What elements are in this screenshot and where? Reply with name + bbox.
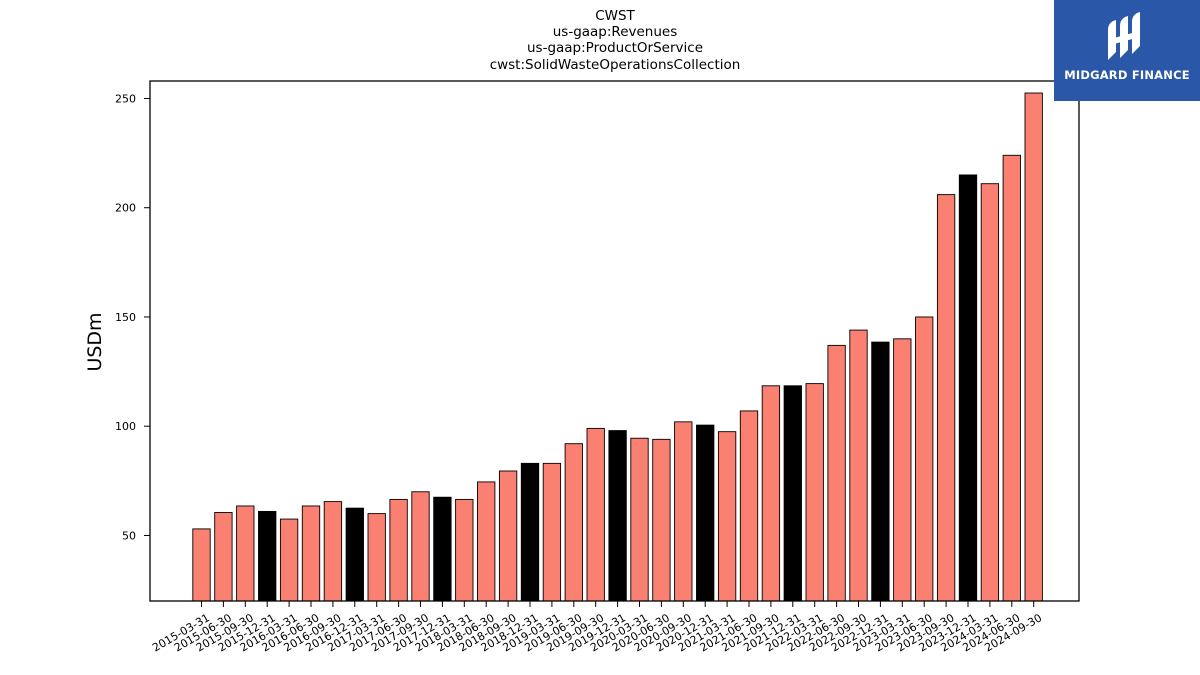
bar-2024-06-30 xyxy=(1002,154,1021,602)
bar-2015-12-31 xyxy=(258,510,277,602)
bar-2020-03-31 xyxy=(630,437,649,602)
bar-2018-03-31 xyxy=(455,498,474,602)
brand-logo: MIDGARD FINANCE xyxy=(1054,0,1200,101)
y-tick-label: 100 xyxy=(115,420,136,433)
chart-title-line-1: CWST xyxy=(595,8,635,24)
bar-2021-09-30 xyxy=(761,385,781,602)
chart-title-line-4: cwst:SolidWasteOperationsCollection xyxy=(490,57,741,73)
bar-2022-03-31 xyxy=(805,383,824,602)
midgard-logo-icon xyxy=(1108,12,1140,60)
bar-2015-09-30 xyxy=(236,505,255,602)
chart-title-line-3: us-gaap:ProductOrService xyxy=(527,40,703,56)
bar-2022-12-31 xyxy=(871,341,890,602)
bar-2018-12-31 xyxy=(520,462,540,602)
bar-2018-09-30 xyxy=(498,470,518,602)
bar-2017-06-30 xyxy=(389,498,408,602)
bar-2017-12-31 xyxy=(433,496,452,602)
bar-2020-06-30 xyxy=(652,438,671,602)
bar-2015-03-31 xyxy=(192,528,211,602)
bar-2021-06-30 xyxy=(739,410,759,602)
chart-title: CWST us-gaap:Revenues us-gaap:ProductOrS… xyxy=(490,8,741,73)
bar-2019-12-31 xyxy=(608,430,627,602)
bar-2019-06-30 xyxy=(564,443,583,602)
plot-area-frame xyxy=(149,80,1080,602)
bar-2016-03-31 xyxy=(279,518,299,602)
bar-2024-03-31 xyxy=(980,183,1000,602)
bar-2020-09-30 xyxy=(674,421,693,602)
y-axis-ticks: 50 100 150 200 250 xyxy=(115,92,150,542)
y-tick-label: 250 xyxy=(115,92,136,105)
bar-series xyxy=(192,92,1043,602)
y-axis-label: USDm xyxy=(84,312,106,371)
bar-2021-12-31 xyxy=(783,385,802,602)
bar-2023-06-30 xyxy=(915,316,934,602)
bar-2019-09-30 xyxy=(586,427,605,602)
bar-2016-09-30 xyxy=(323,501,343,602)
bar-2016-06-30 xyxy=(301,505,321,602)
bar-2023-03-31 xyxy=(893,338,912,602)
y-tick-label: 200 xyxy=(115,202,136,215)
bar-2015-06-30 xyxy=(214,512,233,602)
x-axis-ticks: 2015-03-312015-06-302015-09-302015-12-31… xyxy=(150,601,1044,654)
bar-2023-09-30 xyxy=(936,194,956,602)
bar-2016-12-31 xyxy=(345,507,364,602)
bar-2022-06-30 xyxy=(827,344,846,602)
bar-2020-12-31 xyxy=(696,424,715,602)
bar-2019-03-31 xyxy=(542,462,562,602)
bar-2024-09-30 xyxy=(1024,92,1043,602)
bar-2017-09-30 xyxy=(411,491,430,602)
brand-name: MIDGARD FINANCE xyxy=(1064,68,1190,82)
bar-2023-12-31 xyxy=(958,174,978,602)
chart-title-line-2: us-gaap:Revenues xyxy=(553,24,678,40)
y-tick-label: 50 xyxy=(122,529,136,542)
bar-2022-09-30 xyxy=(849,329,868,602)
bar-2018-06-30 xyxy=(477,481,496,602)
y-tick-label: 150 xyxy=(115,311,136,324)
bar-2017-03-31 xyxy=(367,513,386,602)
bar-2021-03-31 xyxy=(717,431,737,602)
